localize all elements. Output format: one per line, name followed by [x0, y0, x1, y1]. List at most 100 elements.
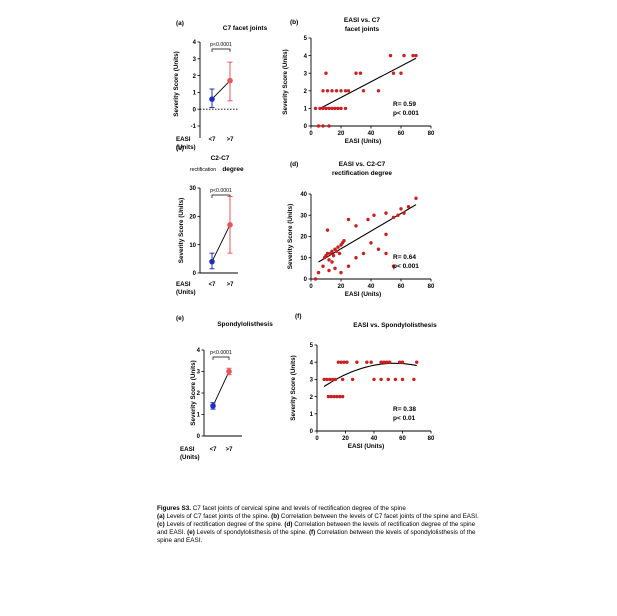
- panel-f-point-24: [365, 360, 369, 364]
- panel-b-point-4: [318, 106, 322, 111]
- panel-e-xtick-label-0: <7: [210, 447, 218, 453]
- panel-b-xlabel: EASI (Units): [345, 138, 381, 145]
- panel-d-point-21: [330, 260, 334, 264]
- panel-a-sig-bracket: [211, 48, 231, 52]
- panel-c-mean-line: [211, 224, 231, 262]
- panel-b-point-0: [316, 124, 321, 128]
- panel-c-ytick-label-0: 0: [193, 271, 197, 277]
- panel-c-ytick-label-3: 30: [189, 186, 196, 192]
- panel-f-point-3: [335, 394, 339, 399]
- panel-e-xlabel-1: (Units): [180, 454, 200, 461]
- panel-b-point-28: [402, 53, 406, 58]
- panel-f-xlabel: EASI (Units): [348, 443, 384, 450]
- panel-d-point-16: [342, 239, 346, 243]
- caption-lead: Figures S3.: [157, 505, 191, 512]
- panel-c-subtitle-small: rectification: [190, 167, 216, 173]
- panel-b-ytick-label-4: 4: [304, 54, 308, 60]
- panel-d-point-19: [339, 270, 343, 275]
- panel-b-point-13: [321, 89, 325, 93]
- panel-f-point-1: [329, 394, 333, 399]
- panel-b-point-18: [343, 89, 348, 93]
- panel-d-point-2: [321, 264, 325, 268]
- panel-b-point-10: [336, 106, 340, 111]
- panel-d-fit-line: [318, 204, 417, 263]
- panel-c-ytick-label-2: 20: [189, 215, 196, 221]
- panel-f-label: (f): [295, 313, 302, 320]
- panel-f-point-14: [379, 377, 383, 382]
- panel-e-xtick-label-1: >7: [226, 447, 234, 453]
- panel-d-point-23: [361, 251, 366, 256]
- panel-f-point-21: [342, 360, 346, 364]
- panel-b-point-27: [388, 53, 393, 58]
- panel-d-point-8: [330, 249, 334, 254]
- panel-d-xtick-label-0: 0: [309, 284, 313, 290]
- panel-b-point-7: [327, 106, 331, 111]
- panel-d-point-12: [336, 245, 340, 249]
- panel-d-point-18: [333, 266, 337, 271]
- panel-f-point-16: [393, 377, 398, 382]
- panel-d-title-line-1: rectification degree: [332, 170, 392, 177]
- panel-d-point-11: [334, 249, 339, 254]
- panel-f-point-20: [339, 360, 343, 364]
- panel-d-point-39: [346, 217, 351, 222]
- panel-d-point-24: [369, 241, 373, 245]
- panel-e-ytick-label-3: 3: [197, 370, 201, 376]
- panel-f-stat-p: p< 0.01: [393, 415, 416, 422]
- panel-c-xlabel-1: (Units): [176, 289, 196, 296]
- panel-f-point-11: [340, 377, 345, 382]
- panel-f-point-5: [340, 394, 345, 399]
- panel-d-point-17: [327, 268, 331, 273]
- panel-e-ytick-label-4: 4: [197, 348, 201, 354]
- panel-f-point-18: [412, 377, 416, 382]
- panel-f-xtick-label-3: 60: [399, 436, 406, 442]
- panel-f-stat-r: R= 0.38: [393, 406, 416, 413]
- panel-a-ytick-label-3: 2: [193, 74, 197, 80]
- panel-b-point-2: [327, 124, 331, 128]
- panel-a-label: (a): [176, 20, 184, 27]
- panel-d-point-37: [414, 196, 418, 200]
- panel-f-ytick-label-5: 5: [310, 343, 314, 349]
- panel-d-xtick-label-4: 80: [428, 284, 435, 290]
- panel-b-xtick-label-2: 40: [368, 131, 375, 137]
- panel-e-ytick-label-2: 2: [197, 391, 201, 397]
- panel-f-ytick-label-2: 2: [310, 395, 314, 401]
- panel-d-point-36: [406, 205, 411, 209]
- panel-b-ytick-label-2: 2: [304, 89, 308, 95]
- panel-e-sig-label: p<0.0001: [210, 350, 232, 356]
- panel-f-ytick-label-1: 1: [310, 412, 314, 418]
- panel-b-point-14: [325, 89, 330, 93]
- panel-f-point-17: [400, 377, 405, 382]
- panel-e-ytick-label-1: 1: [197, 413, 201, 419]
- panel-d-point-25: [376, 247, 381, 251]
- panel-d-label: (d): [290, 161, 298, 168]
- panel-d-point-0: [313, 277, 318, 281]
- panel-b-label: (b): [290, 19, 298, 26]
- caption-part-c: (c) Levels of rectification degree of th…: [157, 521, 285, 528]
- panel-f-point-8: [328, 377, 332, 382]
- panel-c-xlabel-0: EASI: [176, 281, 191, 288]
- panel-f-ylabel: Severity Score (Units): [290, 355, 297, 420]
- panel-d-point-30: [372, 213, 376, 217]
- panel-b-point-30: [414, 53, 418, 58]
- panel-d-point-35: [402, 211, 406, 215]
- panel-b-point-21: [376, 89, 381, 93]
- panel-c-mean-point-0: [209, 258, 215, 265]
- panel-d-stat-r: R= 0.64: [393, 254, 416, 261]
- panel-d-stat-p: p< 0.001: [393, 263, 419, 270]
- panel-b-title-line-1: facet joints: [345, 26, 380, 33]
- panel-e-mean-point-1: [226, 368, 232, 375]
- panel-d-point-33: [396, 213, 400, 217]
- panel-b-xtick-label-3: 60: [398, 131, 405, 137]
- panel-f-point-9: [330, 377, 335, 382]
- panel-a-ytick-label-4: 3: [193, 57, 197, 63]
- panel-d-point-22: [354, 256, 358, 260]
- panel-b-ytick-label-1: 1: [304, 107, 308, 113]
- panel-f-xtick-label-1: 20: [342, 436, 349, 442]
- panel-d-title-line-0: EASI vs. C2-C7: [339, 161, 386, 168]
- panel-c-label: (c): [176, 145, 184, 152]
- panel-f-ytick-label-4: 4: [310, 360, 314, 366]
- panel-b-point-12: [343, 106, 348, 111]
- panel-e-ylabel: Severity Score (Units): [190, 360, 197, 425]
- panel-b-point-22: [324, 71, 328, 75]
- panel-e-title: Spondylolisthesis: [217, 321, 273, 328]
